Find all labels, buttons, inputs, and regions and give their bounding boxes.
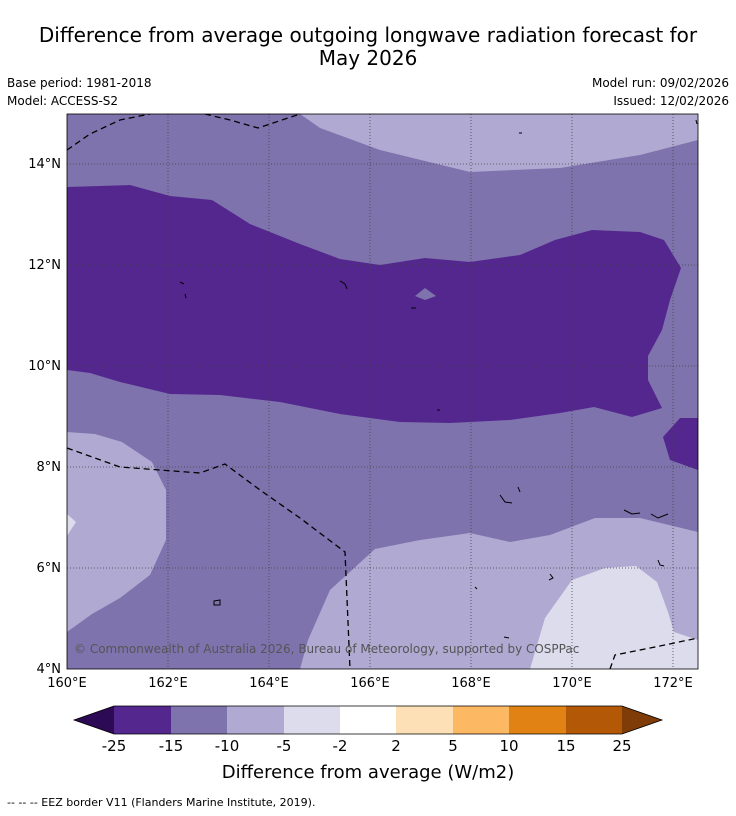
base-period: Base period: 1981-2018 — [7, 76, 152, 90]
eez-legend-note: -- -- -- EEZ border V11 (Flanders Marine… — [7, 796, 316, 809]
meta-left: Base period: 1981-2018 Model: ACCESS-S2 — [7, 74, 152, 110]
colorbar-segment — [171, 706, 227, 734]
colorbar-tick: -15 — [159, 737, 184, 755]
band-light-west — [67, 432, 166, 632]
map-title-line1: Difference from average outgoing longwav… — [38, 23, 698, 47]
lon-label: 164°E — [249, 676, 289, 691]
issued-date: Issued: 12/02/2026 — [613, 94, 729, 108]
colorbar-segment — [566, 706, 622, 734]
colorbar-segment — [284, 706, 340, 734]
colorbar-tick: 25 — [612, 737, 631, 755]
lon-label: 166°E — [350, 676, 390, 691]
colorbar-segment — [396, 706, 453, 734]
lon-label: 160°E — [47, 676, 87, 691]
lon-label: 170°E — [552, 676, 592, 691]
lat-label: 14°N — [28, 157, 61, 172]
colorbar-tick: 10 — [499, 737, 518, 755]
lat-label: 8°N — [37, 460, 62, 475]
band-minus15-to-minus10 — [67, 185, 681, 423]
colorbar-segment — [453, 706, 509, 734]
colorbar-tick: 2 — [391, 737, 401, 755]
colorbar-segment — [114, 706, 171, 734]
colorbar-segment — [227, 706, 284, 734]
patch-inside-dark — [415, 288, 436, 300]
map-frame — [66, 113, 699, 670]
colorbar-tick: -2 — [333, 737, 348, 755]
lon-label: 172°E — [653, 676, 693, 691]
colorbar-tick: -10 — [215, 737, 240, 755]
model-run: Model run: 09/02/2026 — [591, 76, 729, 90]
lon-label: 162°E — [148, 676, 188, 691]
lat-label: 12°N — [28, 258, 61, 273]
colorbar-tick: 15 — [556, 737, 575, 755]
colorbar-segment — [340, 706, 396, 734]
copyright-text: © Commonwealth of Australia 2026, Bureau… — [74, 642, 579, 656]
colorbar-outline — [72, 705, 664, 735]
colorbar — [72, 705, 664, 735]
colorbar-low-extension — [74, 706, 114, 734]
lat-labels: 14°N 12°N 10°N 8°N 6°N 4°N — [28, 157, 61, 677]
colorbar-high-extension — [622, 706, 662, 734]
band-light-north — [300, 114, 698, 172]
lon-labels: 160°E 162°E 164°E 166°E 168°E 170°E 172°… — [47, 676, 693, 691]
graticule — [67, 114, 698, 669]
colorbar-tick: -25 — [102, 737, 127, 755]
lat-label: 10°N — [28, 359, 61, 374]
islands — [179, 119, 698, 639]
colorbar-tick: 5 — [448, 737, 458, 755]
map-area — [67, 114, 698, 669]
lat-label: 4°N — [37, 662, 62, 677]
map-title-line2: May 2026 — [318, 46, 418, 70]
model-name: Model: ACCESS-S2 — [7, 94, 119, 108]
colorbar-label: Difference from average (W/m2) — [222, 762, 514, 783]
meta-right: Model run: 09/02/2026 Issued: 12/02/2026 — [592, 74, 729, 110]
eez-borders — [67, 114, 698, 669]
band-dark-east — [663, 418, 698, 470]
colorbar-segment — [509, 706, 566, 734]
lon-label: 168°E — [451, 676, 491, 691]
patch-very-light-west — [67, 514, 76, 536]
colorbar-tick: -5 — [277, 737, 292, 755]
lat-label: 6°N — [37, 561, 62, 576]
colorbar-ticks: -25 -15 -10 -5 -2 2 5 10 15 25 — [102, 737, 632, 755]
